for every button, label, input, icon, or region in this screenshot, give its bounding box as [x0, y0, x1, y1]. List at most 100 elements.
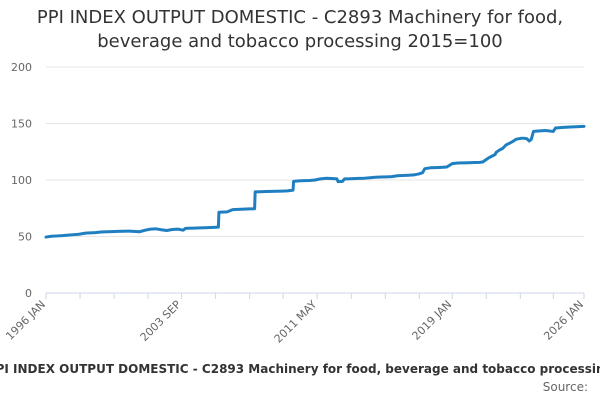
data-point [72, 233, 75, 236]
data-point [560, 126, 564, 129]
data-point [214, 226, 218, 229]
data-point [66, 233, 70, 237]
data-point [527, 139, 531, 143]
legend-item[interactable]: PPI INDEX OUTPUT DOMESTIC - C2893 Machin… [0, 362, 600, 376]
legend[interactable]: PPI INDEX OUTPUT DOMESTIC - C2893 Machin… [0, 360, 600, 380]
data-point [247, 207, 251, 211]
data-point [481, 160, 485, 164]
data-point [154, 227, 157, 231]
data-point [429, 166, 432, 169]
data-point [121, 230, 125, 233]
chart-title-line-2: beverage and tobacco processing 2015=100 [97, 31, 503, 52]
data-point [149, 227, 152, 231]
x-tick-label: 2003 SEP [138, 298, 184, 344]
data-point [498, 148, 501, 152]
data-point [84, 231, 87, 235]
data-point [286, 189, 289, 193]
data-point [511, 140, 514, 143]
data-point [490, 155, 493, 158]
data-point [538, 129, 542, 133]
data-point [434, 166, 437, 169]
data-point [269, 190, 273, 193]
data-point [336, 180, 340, 183]
data-point [494, 151, 498, 154]
data-point [577, 125, 580, 128]
data-point [187, 227, 190, 230]
data-point [462, 161, 465, 165]
data-point [514, 138, 518, 141]
data-point [467, 161, 470, 164]
data-point [99, 230, 103, 234]
data-point [291, 188, 295, 192]
data-point [357, 177, 361, 180]
data-point [160, 228, 163, 231]
data-point [77, 233, 81, 236]
y-tick-label: 100 [11, 174, 32, 187]
data-point [407, 174, 410, 177]
data-point [127, 229, 130, 233]
data-point [478, 161, 481, 164]
data-point [44, 235, 48, 239]
data-point [236, 208, 240, 211]
data-point [231, 208, 234, 211]
data-point [571, 125, 575, 129]
data-point [554, 126, 557, 130]
data-point [50, 235, 53, 238]
chart-title-line-1: PPI INDEX OUTPUT DOMESTIC - C2893 Machin… [36, 7, 564, 28]
data-point [313, 178, 317, 182]
data-point [258, 190, 262, 193]
data-point [176, 227, 179, 231]
data-point [280, 189, 284, 193]
series-line-0[interactable] [44, 124, 586, 239]
data-point [493, 153, 497, 156]
data-point [217, 225, 220, 229]
data-point [209, 226, 212, 229]
data-point [341, 180, 344, 183]
data-point [363, 176, 366, 180]
data-point [242, 207, 245, 211]
data-point [110, 230, 114, 233]
data-point [525, 137, 529, 140]
data-point [501, 147, 504, 150]
data-point [440, 166, 443, 169]
data-point [225, 210, 229, 214]
data-point [88, 231, 92, 235]
data-point [193, 226, 196, 230]
chart-title: PPI INDEX OUTPUT DOMESTIC - C2893 Machin… [0, 6, 600, 54]
data-point [94, 231, 97, 234]
data-point [401, 174, 405, 177]
data-point [508, 142, 511, 145]
data-point [530, 138, 533, 141]
data-point [519, 137, 522, 140]
data-point [483, 159, 487, 162]
data-point [346, 177, 350, 181]
data-point [302, 179, 306, 182]
y-tick-label: 50 [18, 231, 32, 244]
data-point [473, 161, 476, 164]
x-tick-label: 2011 MAY [272, 298, 320, 346]
y-tick-label: 200 [11, 61, 32, 74]
data-point [343, 177, 346, 181]
data-point [204, 226, 207, 229]
x-tick-label: 1996 JAN [3, 298, 48, 343]
data-point [456, 161, 459, 165]
data-point [504, 143, 508, 147]
data-point [116, 230, 119, 233]
data-point [487, 156, 490, 160]
data-point [532, 130, 535, 133]
data-point [132, 230, 136, 233]
data-point [198, 226, 201, 230]
data-point [220, 210, 223, 214]
data-point [308, 179, 311, 182]
data-point [324, 177, 328, 180]
data-point [396, 174, 399, 177]
source-label: Source: [542, 380, 588, 394]
data-point [451, 162, 454, 165]
data-point [390, 175, 394, 178]
data-point [544, 129, 547, 132]
y-tick-label: 150 [11, 118, 32, 131]
data-point [374, 176, 377, 179]
data-point [421, 171, 424, 174]
data-point [184, 227, 187, 230]
data-point [253, 190, 257, 194]
